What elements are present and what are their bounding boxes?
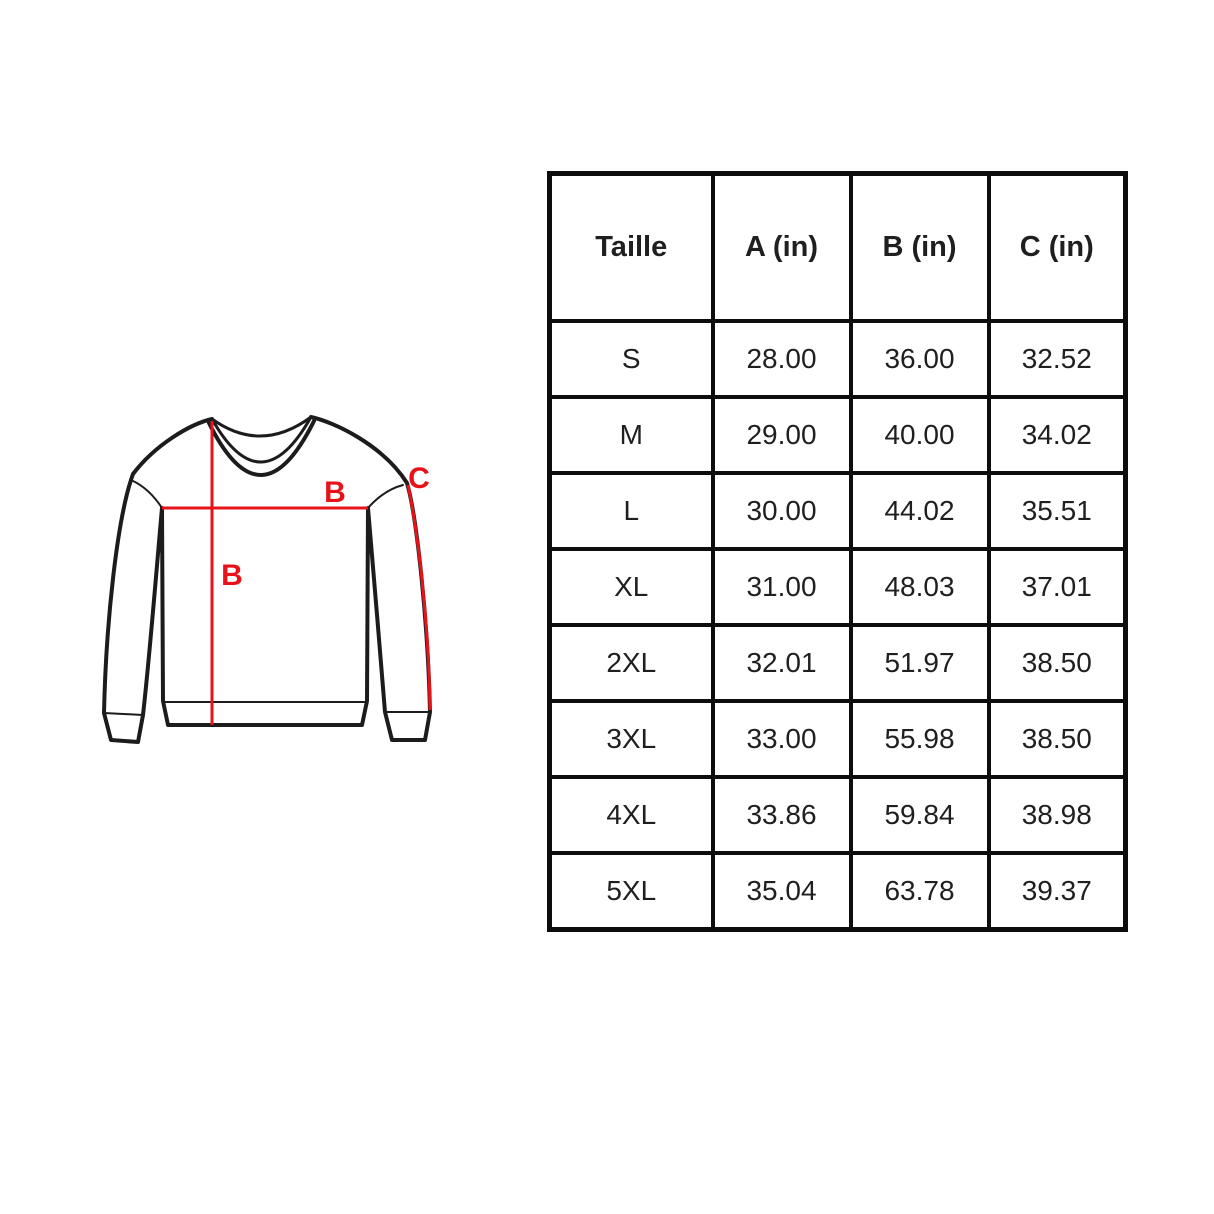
value-c: 37.01: [986, 547, 1128, 627]
table-row: 2XL 32.01 51.97 38.50: [547, 623, 1128, 703]
size-label: 5XL: [547, 851, 715, 932]
size-label: XL: [547, 547, 715, 627]
size-label: S: [547, 319, 715, 399]
collar-outer-arc: [207, 419, 316, 477]
value-a: 32.01: [710, 623, 853, 703]
value-b: 51.97: [848, 623, 991, 703]
size-label: 4XL: [547, 775, 715, 855]
size-label: 2XL: [547, 623, 715, 703]
size-label: 3XL: [547, 699, 715, 779]
value-b: 55.98: [848, 699, 991, 779]
value-a: 28.00: [710, 319, 853, 399]
value-c: 39.37: [986, 851, 1128, 932]
value-a: 31.00: [710, 547, 853, 627]
table-row: 3XL 33.00 55.98 38.50: [547, 699, 1128, 779]
table-row: S 28.00 36.00 32.52: [547, 319, 1128, 399]
value-a: 35.04: [710, 851, 853, 932]
value-b: 63.78: [848, 851, 991, 932]
sweatshirt-outline: [102, 415, 432, 744]
collar-back-arc: [210, 415, 313, 438]
value-a: 33.00: [710, 699, 853, 779]
header-taille: Taille: [547, 171, 715, 323]
value-c: 38.50: [986, 699, 1128, 779]
value-c: 38.98: [986, 775, 1128, 855]
value-b: 40.00: [848, 395, 991, 475]
value-a: 29.00: [710, 395, 853, 475]
table-row: XL 31.00 48.03 37.01: [547, 547, 1128, 627]
label-b-horizontal: B: [324, 476, 346, 509]
sweatshirt-body-outline: [102, 415, 432, 744]
measurement-lines: [162, 421, 432, 725]
header-a-in: A (in): [710, 171, 853, 323]
left-cuff-seam: [103, 712, 144, 716]
measurement-line-sleeve-c: [406, 484, 432, 711]
table-row: L 30.00 44.02 35.51: [547, 471, 1128, 551]
table-row: M 29.00 40.00 34.02: [547, 395, 1128, 475]
value-c: 38.50: [986, 623, 1128, 703]
value-b: 48.03: [848, 547, 991, 627]
table-row: 4XL 33.86 59.84 38.98: [547, 775, 1128, 855]
label-c: C: [408, 462, 430, 495]
value-c: 34.02: [986, 395, 1128, 475]
value-b: 59.84: [848, 775, 991, 855]
header-b-in: B (in): [848, 171, 991, 323]
value-c: 32.52: [986, 319, 1128, 399]
left-shoulder-seam: [130, 479, 163, 509]
size-chart: Taille A (in) B (in) C (in) S 28.00 36.0…: [547, 171, 1128, 932]
size-chart-table: Taille A (in) B (in) C (in) S 28.00 36.0…: [547, 171, 1128, 932]
value-b: 36.00: [848, 319, 991, 399]
collar-inner-arc: [210, 415, 313, 464]
size-label: L: [547, 471, 715, 551]
header-row: Taille A (in) B (in) C (in): [547, 171, 1128, 323]
value-b: 44.02: [848, 471, 991, 551]
size-label: M: [547, 395, 715, 475]
table-row: 5XL 35.04 63.78 39.37: [547, 851, 1128, 932]
sweatshirt-diagram: C B B: [102, 415, 432, 744]
label-b-vertical: B: [221, 559, 243, 592]
right-shoulder-seam: [367, 484, 404, 509]
value-c: 35.51: [986, 471, 1128, 551]
header-c-in: C (in): [986, 171, 1128, 323]
value-a: 33.86: [710, 775, 853, 855]
value-a: 30.00: [710, 471, 853, 551]
